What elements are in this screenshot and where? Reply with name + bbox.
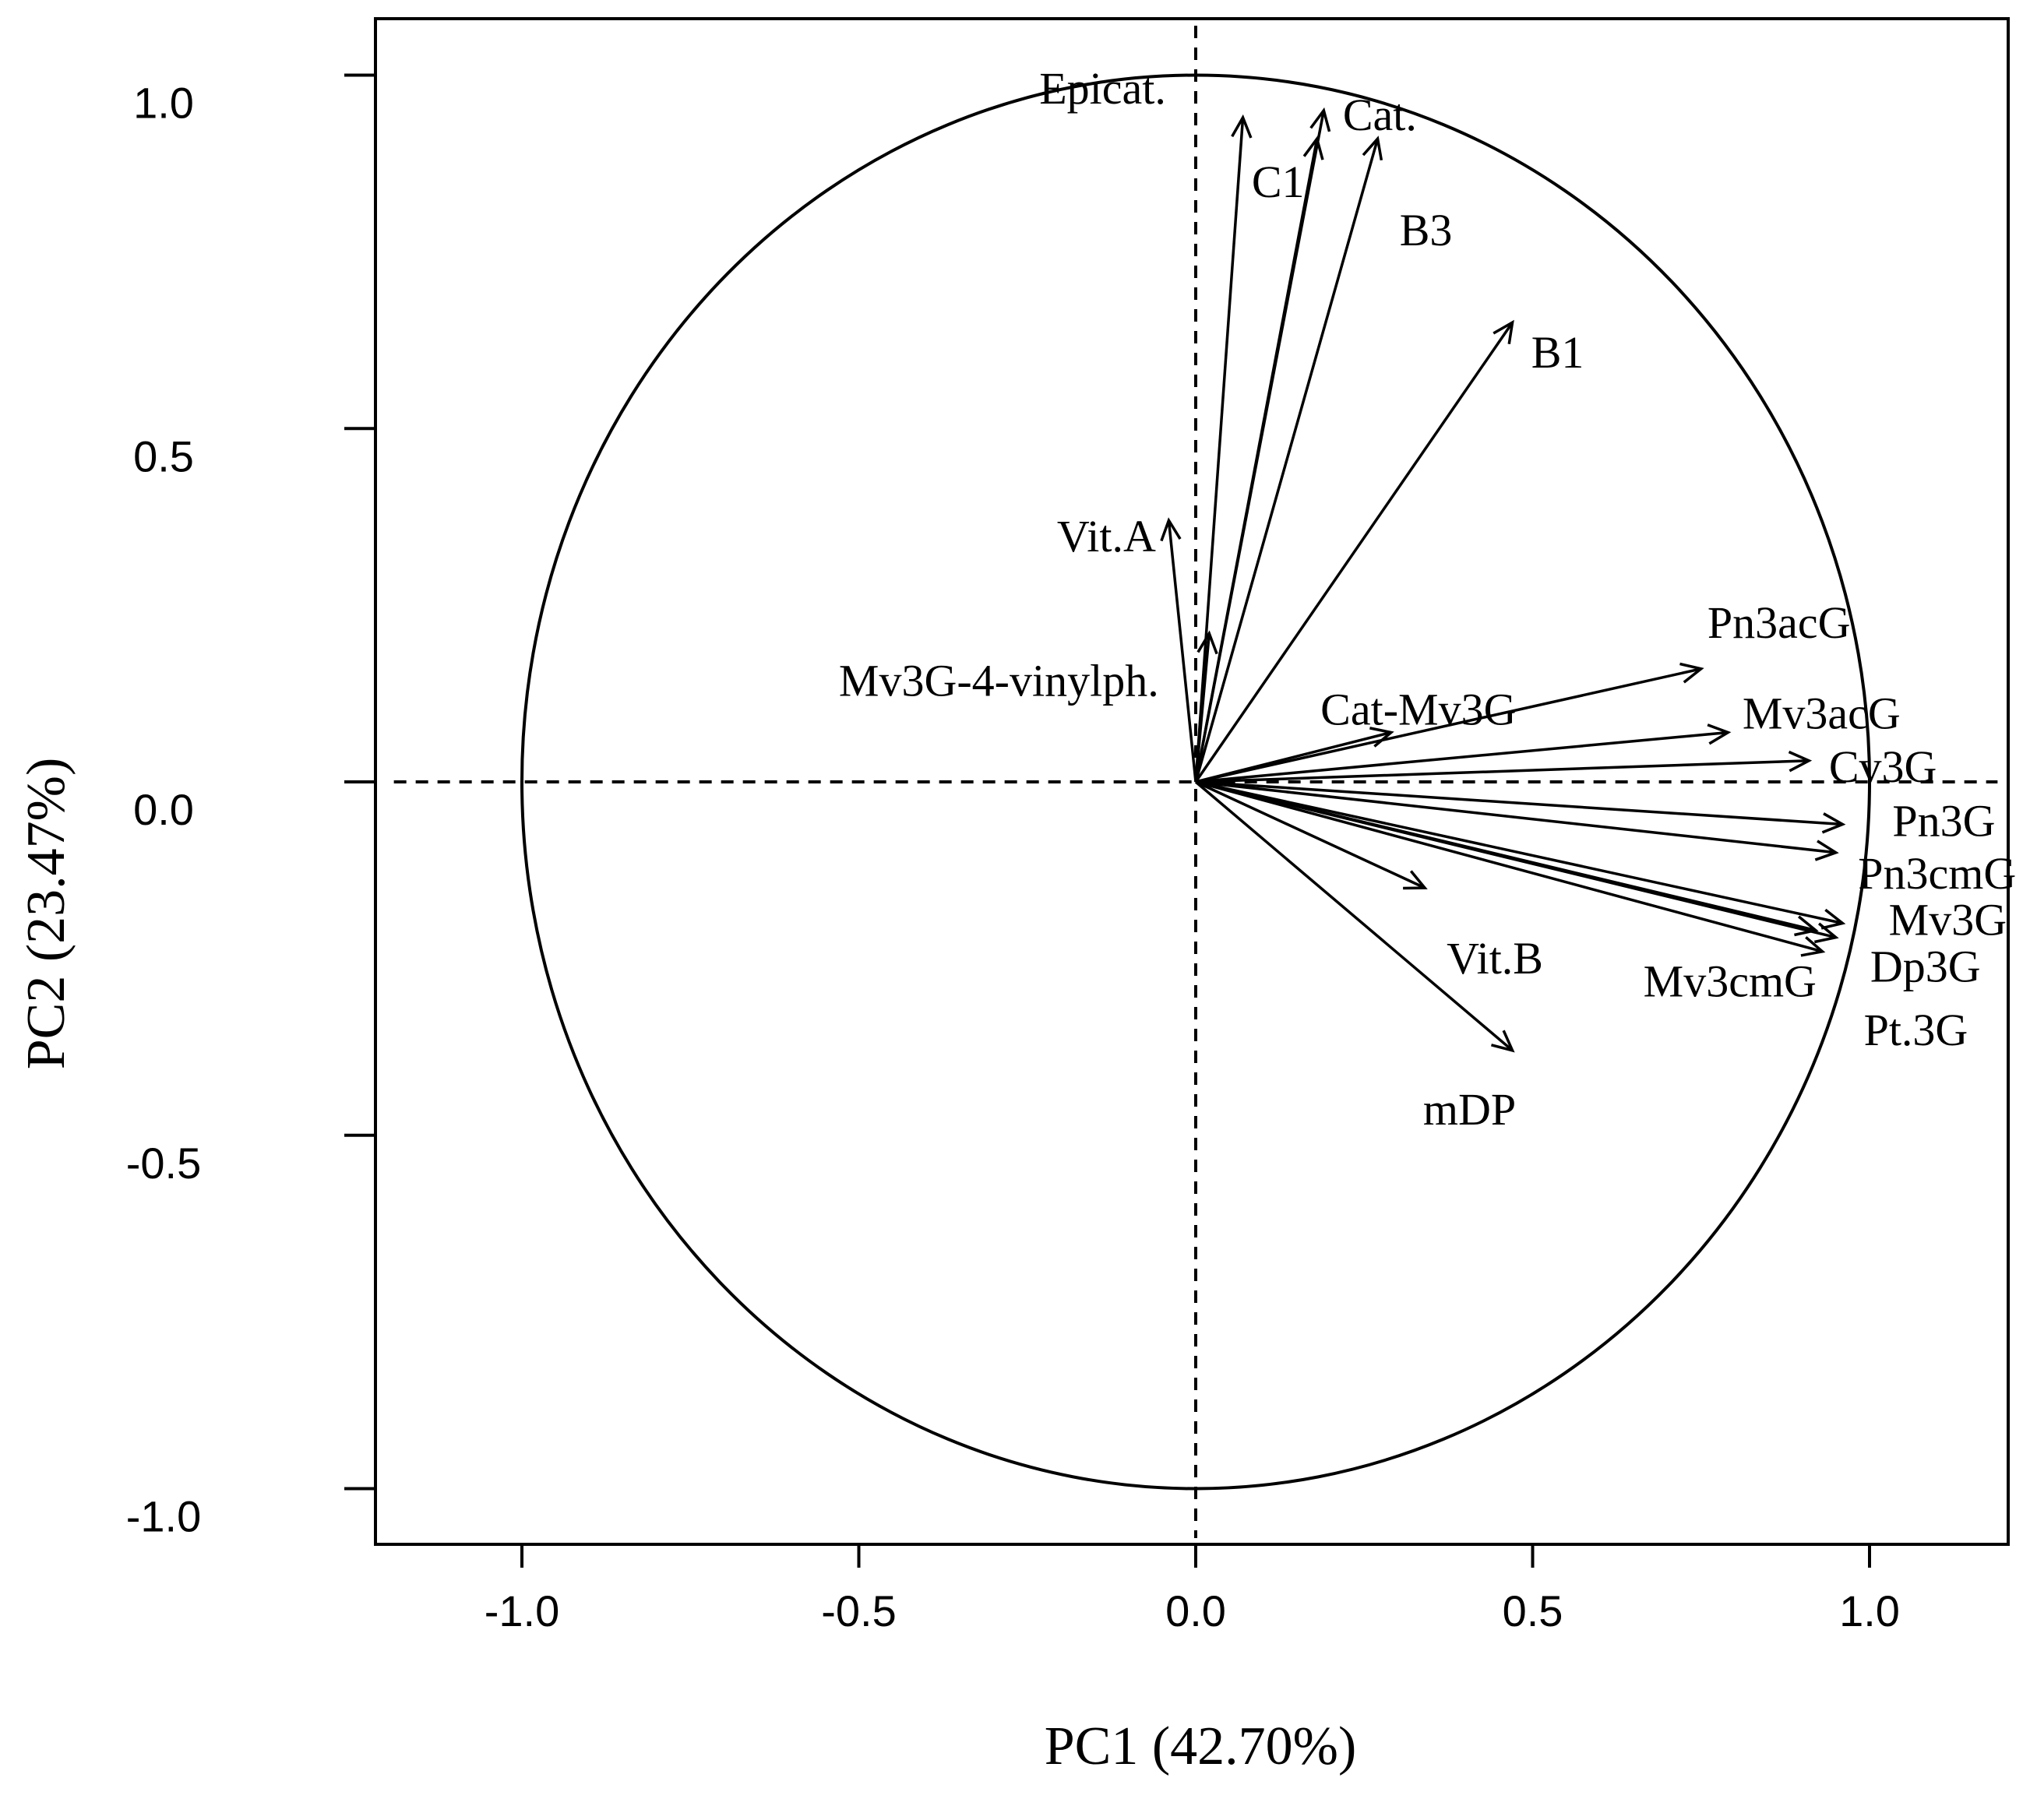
arrow-head: [1309, 107, 1331, 132]
arrow-head: [1160, 517, 1182, 542]
y-tick-label: -0.5: [126, 1139, 202, 1188]
variable-label: Pn3cmG: [1858, 848, 2016, 899]
variable-arrow: [1195, 780, 1819, 937]
arrow-head: [1814, 922, 1839, 944]
variable-label: Mv3acG: [1743, 688, 1901, 738]
variable-label: B3: [1400, 205, 1453, 255]
arrow-head: [1794, 915, 1819, 937]
arrow-head: [1821, 812, 1846, 834]
y-tick-label: 0.5: [133, 431, 194, 481]
x-axis-title: PC1 (42.70%): [1045, 1716, 1357, 1776]
axes: -1.0 -0.5 0.0 0.5 1.0 -1.0 -0.5 0.0 0.5 1.0: [126, 17, 2010, 1635]
arrow-head: [1707, 723, 1732, 745]
arrow-shaft: [1194, 138, 1380, 783]
arrow-head: [1679, 662, 1704, 684]
variable-label: Pn3acG: [1708, 597, 1851, 648]
arrow-shaft: [1194, 633, 1211, 783]
plot-area: Epicat. C1 Cat. B3 B1 Vit.A Mv3G-4-vinylph. Cat…: [393, 25, 2016, 1539]
arrow-head: [1231, 114, 1253, 139]
variable-label: Cv3G: [1829, 741, 1937, 792]
variable-arrow: [1195, 780, 1839, 861]
variable-label: C1: [1252, 157, 1305, 207]
variable-label: Vit.B: [1447, 933, 1543, 984]
arrow-head: [1362, 136, 1383, 161]
arrow-shaft: [1194, 110, 1326, 783]
variable-arrow: [1194, 319, 1514, 783]
arrow-shaft: [1194, 780, 1514, 1052]
variable-label: Mv3G: [1889, 895, 2007, 945]
x-tick-label: 1.0: [1839, 1586, 1900, 1635]
variable-arrow: [1195, 780, 1846, 930]
arrow-head: [1493, 319, 1514, 345]
variable-arrow: [1194, 136, 1383, 783]
variable-arrow: [1195, 723, 1732, 783]
y-tick-label: 0.0: [133, 785, 194, 834]
arrow-shaft: [1195, 780, 1836, 854]
arrow-head: [1814, 840, 1839, 861]
reference-layer: [393, 25, 1998, 1539]
variable-label: mDP: [1423, 1084, 1516, 1135]
arrow-shaft: [1194, 117, 1245, 783]
arrow-shaft: [1195, 780, 1843, 826]
variable-arrow: [1195, 662, 1704, 783]
variable-arrow: [1194, 114, 1253, 783]
arrow-shaft: [1195, 667, 1702, 783]
variable-arrow: [1195, 780, 1826, 957]
variable-arrow: [1195, 780, 1428, 890]
variable-arrow: [1194, 630, 1218, 783]
variable-label: Cat-Mv3G: [1320, 684, 1516, 734]
x-tick-label: 0.5: [1503, 1586, 1563, 1635]
variable-labels: Epicat. C1 Cat. B3 B1 Vit.A Mv3G-4-vinylph. Cat…: [839, 63, 2016, 1135]
variable-label: Mv3G-4-vinylph.: [839, 655, 1159, 706]
arrow-shaft: [1195, 780, 1426, 889]
arrow-shaft: [1195, 730, 1729, 783]
variable-label: Epicat.: [1039, 63, 1166, 114]
variable-label: Vit.A: [1057, 511, 1156, 561]
variable-label: Mv3cmG: [1644, 956, 1817, 1007]
y-axis-title: PC2 (23.47%): [16, 758, 76, 1070]
arrow-head: [1403, 870, 1428, 890]
x-tick-label: -1.0: [485, 1586, 560, 1635]
variable-arrow: [1195, 780, 1846, 834]
variable-label: B1: [1531, 327, 1584, 378]
x-tick-label: 0.0: [1165, 1586, 1226, 1635]
arrow-head: [1788, 750, 1813, 773]
variable-arrow: [1195, 750, 1813, 783]
arrow-head: [1820, 908, 1846, 930]
y-tick-label: -1.0: [126, 1492, 202, 1541]
variable-label: Pn3G: [1892, 795, 1995, 846]
x-tick-label: -0.5: [821, 1586, 897, 1635]
variable-label: Pt.3G: [1864, 1005, 1968, 1055]
variable-label: Dp3G: [1870, 942, 1981, 992]
variable-arrow: [1194, 107, 1331, 783]
variable-arrow: [1194, 780, 1515, 1053]
y-tick-label: 1.0: [133, 79, 194, 128]
arrow-head: [1197, 630, 1218, 655]
arrow-shaft: [1195, 759, 1810, 783]
arrow-head: [1800, 936, 1826, 957]
variable-arrows: [1160, 107, 1846, 1053]
arrow-shaft: [1195, 780, 1817, 932]
arrow-shaft: [1194, 322, 1514, 783]
arrow-shaft: [1195, 780, 1823, 953]
variable-arrow: [1160, 517, 1197, 783]
arrow-shaft: [1195, 780, 1843, 925]
variable-label: Cat.: [1343, 90, 1417, 140]
arrow-head: [1491, 1030, 1515, 1053]
arrow-shaft: [1167, 520, 1197, 783]
